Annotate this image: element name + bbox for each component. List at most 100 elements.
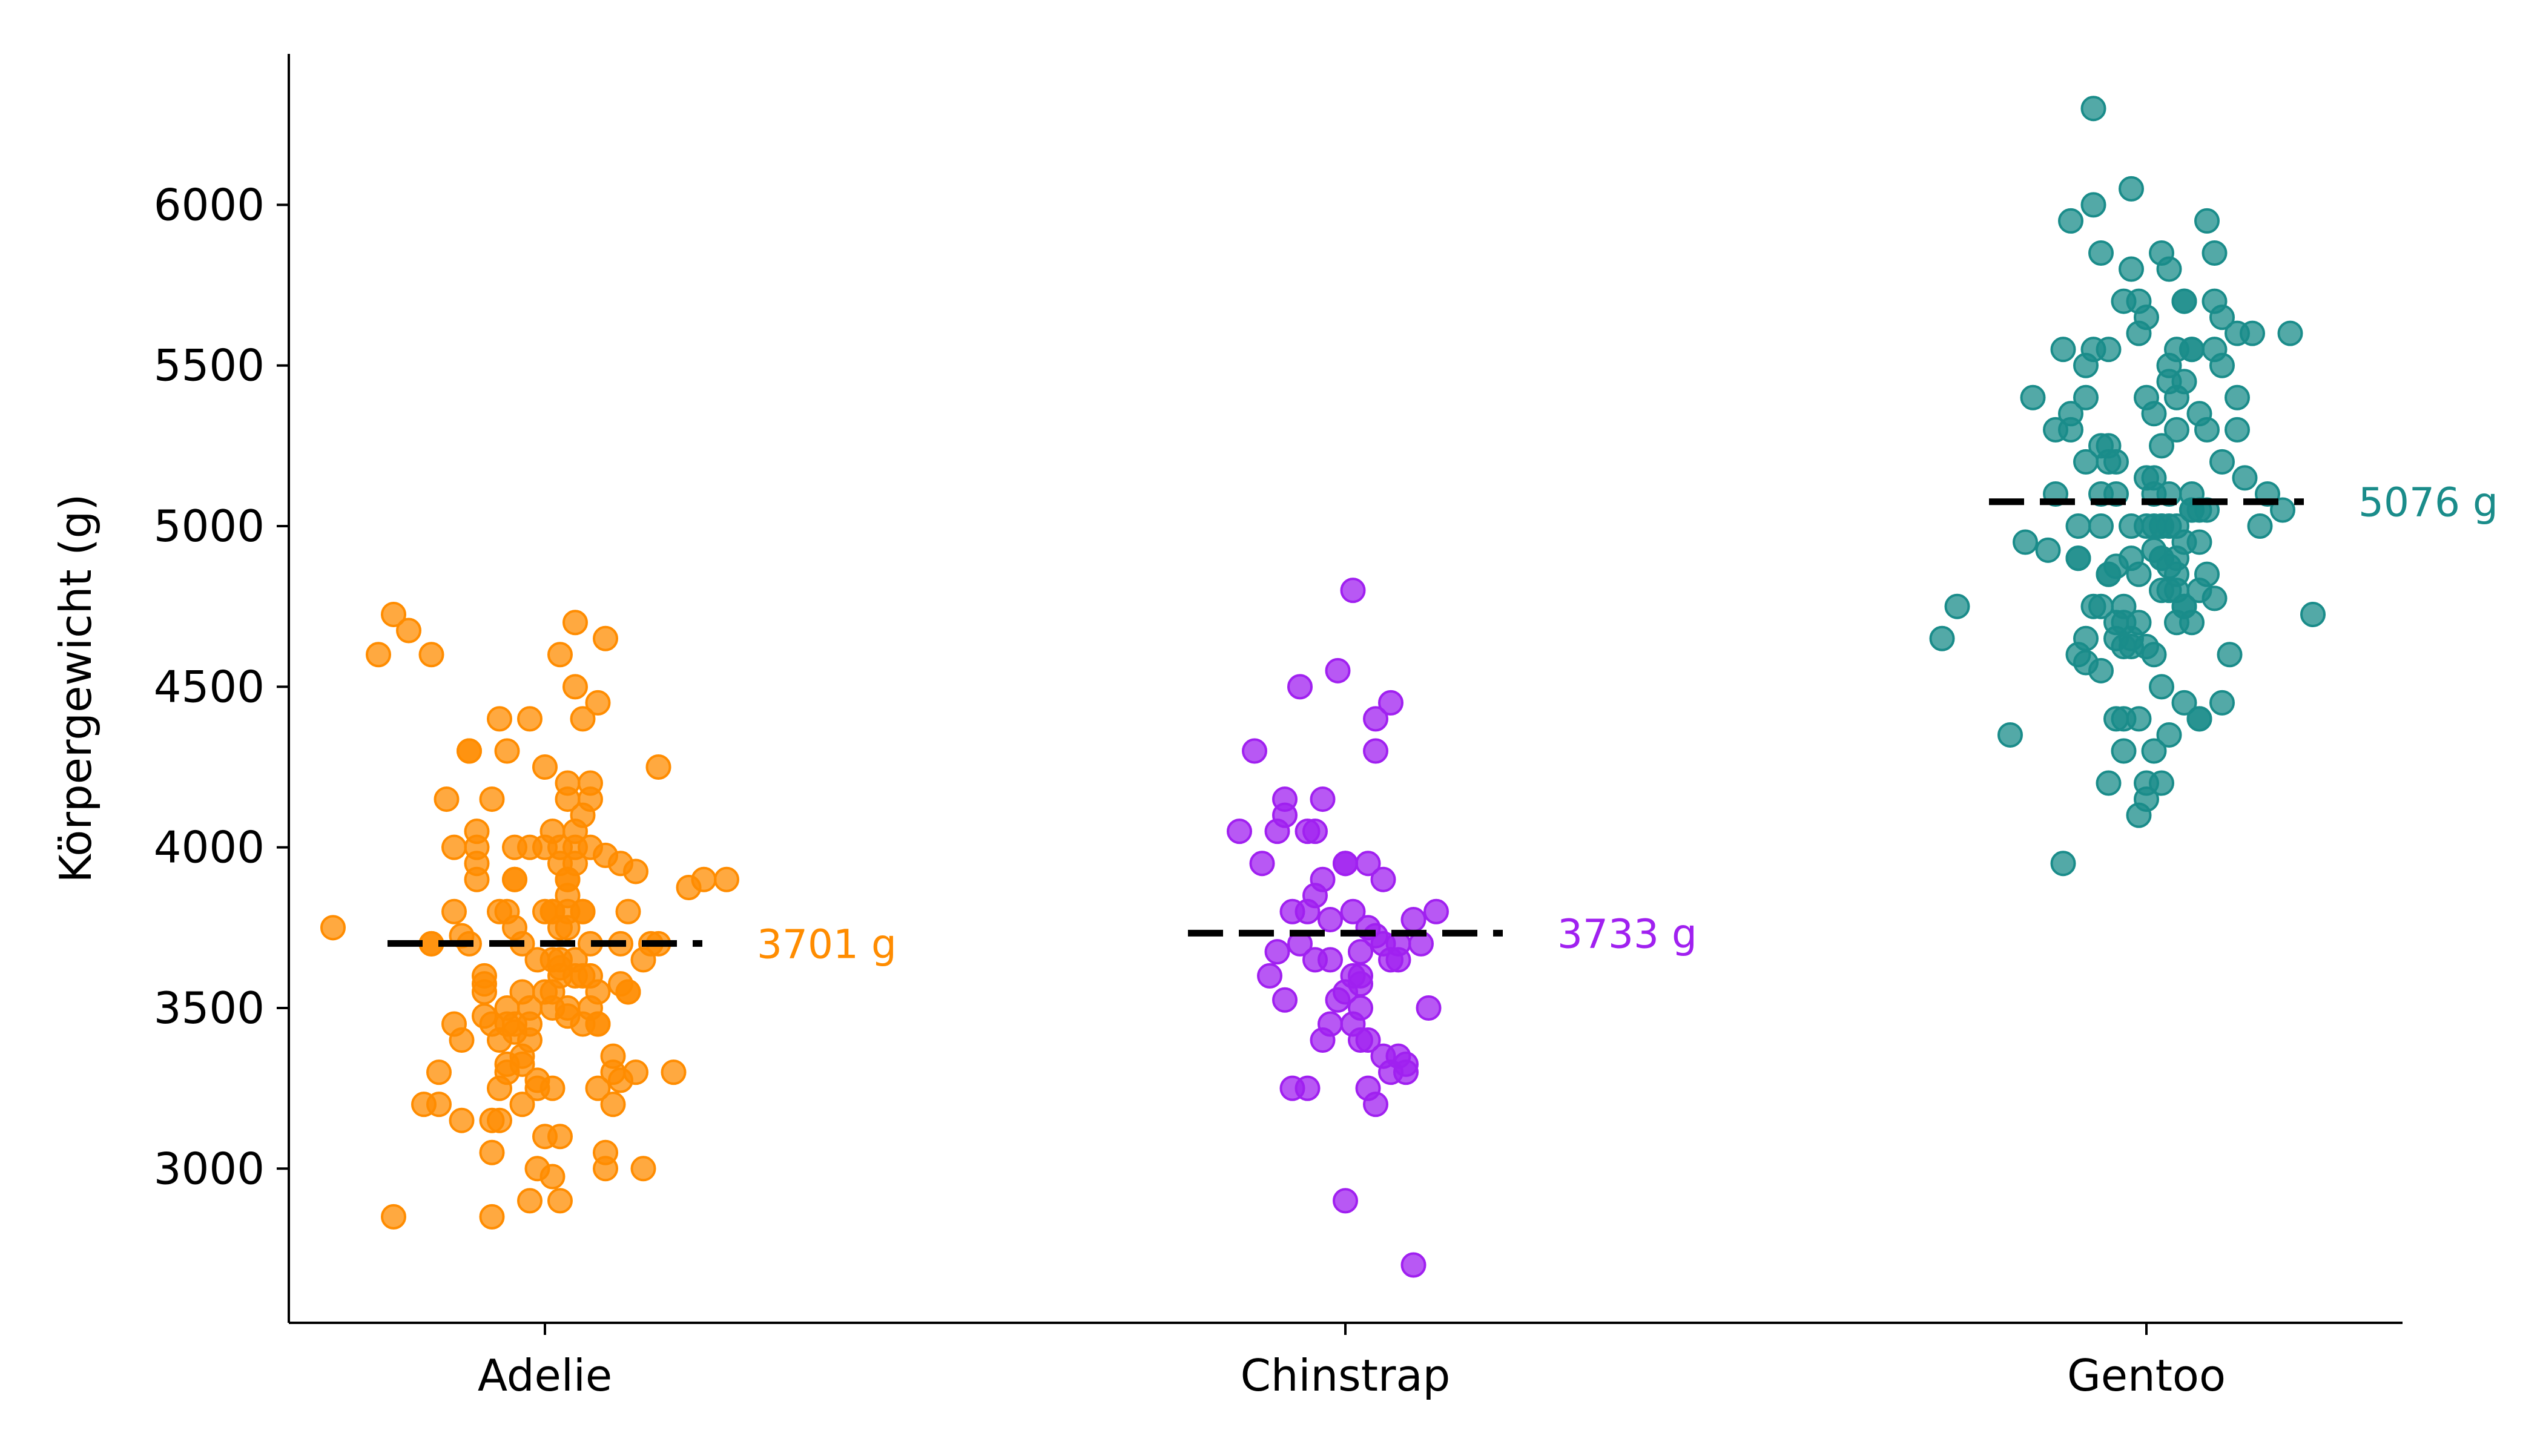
x-ticks: Adelie Chinstrap Gentoo (478, 1323, 2226, 1401)
data-point (2111, 738, 2137, 764)
data-point (2156, 722, 2182, 748)
axes-layer (288, 54, 2403, 1324)
data-point (2073, 625, 2099, 651)
data-point (1318, 1011, 1343, 1037)
data-point (502, 866, 527, 892)
data-point (691, 866, 717, 892)
data-point (1272, 802, 1298, 828)
data-point (585, 1075, 611, 1101)
data-point (2164, 417, 2189, 443)
data-point (578, 995, 603, 1021)
data-point (1242, 738, 1267, 764)
data-point (2119, 256, 2144, 282)
data-point (2013, 529, 2038, 555)
data-point (2202, 240, 2228, 266)
data-point (1249, 851, 1275, 877)
y-tick-label: 3500 (154, 983, 265, 1033)
y-tick-label: 5500 (154, 340, 265, 391)
data-point (1287, 674, 1313, 700)
data-point (2096, 337, 2122, 363)
data-point (1272, 987, 1298, 1013)
data-point (1264, 939, 1290, 965)
data-point (479, 1204, 505, 1230)
data-point (1340, 578, 1366, 604)
data-point (608, 1067, 633, 1093)
data-point (1325, 657, 1351, 684)
data-point (2194, 561, 2220, 587)
data-point (2126, 802, 2152, 828)
data-point (1385, 947, 1411, 973)
data-point (562, 610, 588, 636)
data-point (2300, 601, 2326, 627)
y-tick-label: 5000 (154, 501, 265, 552)
data-point (570, 898, 596, 924)
x-tick-label-gentoo: Gentoo (2067, 1350, 2226, 1401)
data-point (2126, 610, 2152, 636)
data-point (630, 1156, 656, 1182)
data-point (1370, 866, 1396, 892)
data-point (555, 786, 581, 812)
mean-label-gentoo: 5076 g (2358, 479, 2498, 526)
series-adelie (320, 601, 739, 1230)
data-point (2065, 545, 2091, 572)
data-point (1333, 1188, 1358, 1214)
data-point (714, 866, 739, 892)
data-point (645, 754, 671, 780)
data-point (623, 858, 648, 884)
data-point (2111, 593, 2137, 619)
data-point (381, 1204, 406, 1230)
data-point (2134, 513, 2159, 539)
data-point (524, 1156, 550, 1182)
y-tick-label: 4000 (154, 822, 265, 873)
data-point (1944, 593, 1970, 619)
data-point (532, 979, 558, 1005)
data-point (2164, 610, 2189, 636)
data-point (2186, 401, 2212, 427)
data-point (2050, 851, 2076, 877)
data-point (2141, 738, 2167, 764)
data-point (418, 642, 444, 668)
data-point (585, 690, 611, 716)
data-point (487, 706, 512, 732)
data-point (2179, 337, 2205, 363)
x-tick-label-chinstrap: Chinstrap (1241, 1350, 1451, 1401)
data-point (661, 1059, 687, 1085)
data-point (2126, 320, 2152, 346)
data-point (2020, 384, 2046, 410)
data-point (2073, 650, 2099, 676)
data-point (472, 963, 497, 989)
data-point (1340, 963, 1366, 989)
data-point (2171, 369, 2197, 395)
data-point (509, 1043, 535, 1069)
data-point (1355, 1075, 1381, 1101)
data-point (2186, 706, 2212, 732)
data-point (464, 851, 490, 877)
data-point (366, 642, 391, 668)
data-point (2065, 513, 2091, 539)
data-point (1295, 819, 1321, 845)
data-point (2277, 320, 2303, 346)
data-point (2111, 634, 2137, 660)
data-point (517, 1011, 543, 1037)
data-point (1400, 1252, 1427, 1278)
data-point (2035, 537, 2061, 563)
data-point (441, 834, 467, 860)
data-point (1423, 898, 1449, 924)
data-point (2080, 593, 2106, 619)
data-point (2225, 384, 2250, 410)
data-point (2156, 256, 2182, 282)
data-point (457, 738, 482, 764)
y-axis-label: Körpergewicht (g) (50, 494, 101, 883)
data-point (2126, 706, 2152, 732)
data-point (2209, 449, 2235, 475)
data-point (562, 674, 588, 700)
data-point (1348, 939, 1373, 965)
data-point (2058, 208, 2083, 234)
data-point (547, 834, 573, 860)
data-point (1318, 907, 1343, 933)
data-point (2164, 545, 2189, 572)
data-point (2141, 537, 2167, 563)
data-point (494, 995, 520, 1021)
data-point (2050, 337, 2076, 363)
